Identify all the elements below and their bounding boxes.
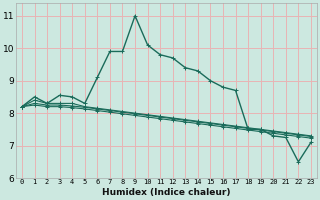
X-axis label: Humidex (Indice chaleur): Humidex (Indice chaleur) — [102, 188, 231, 197]
